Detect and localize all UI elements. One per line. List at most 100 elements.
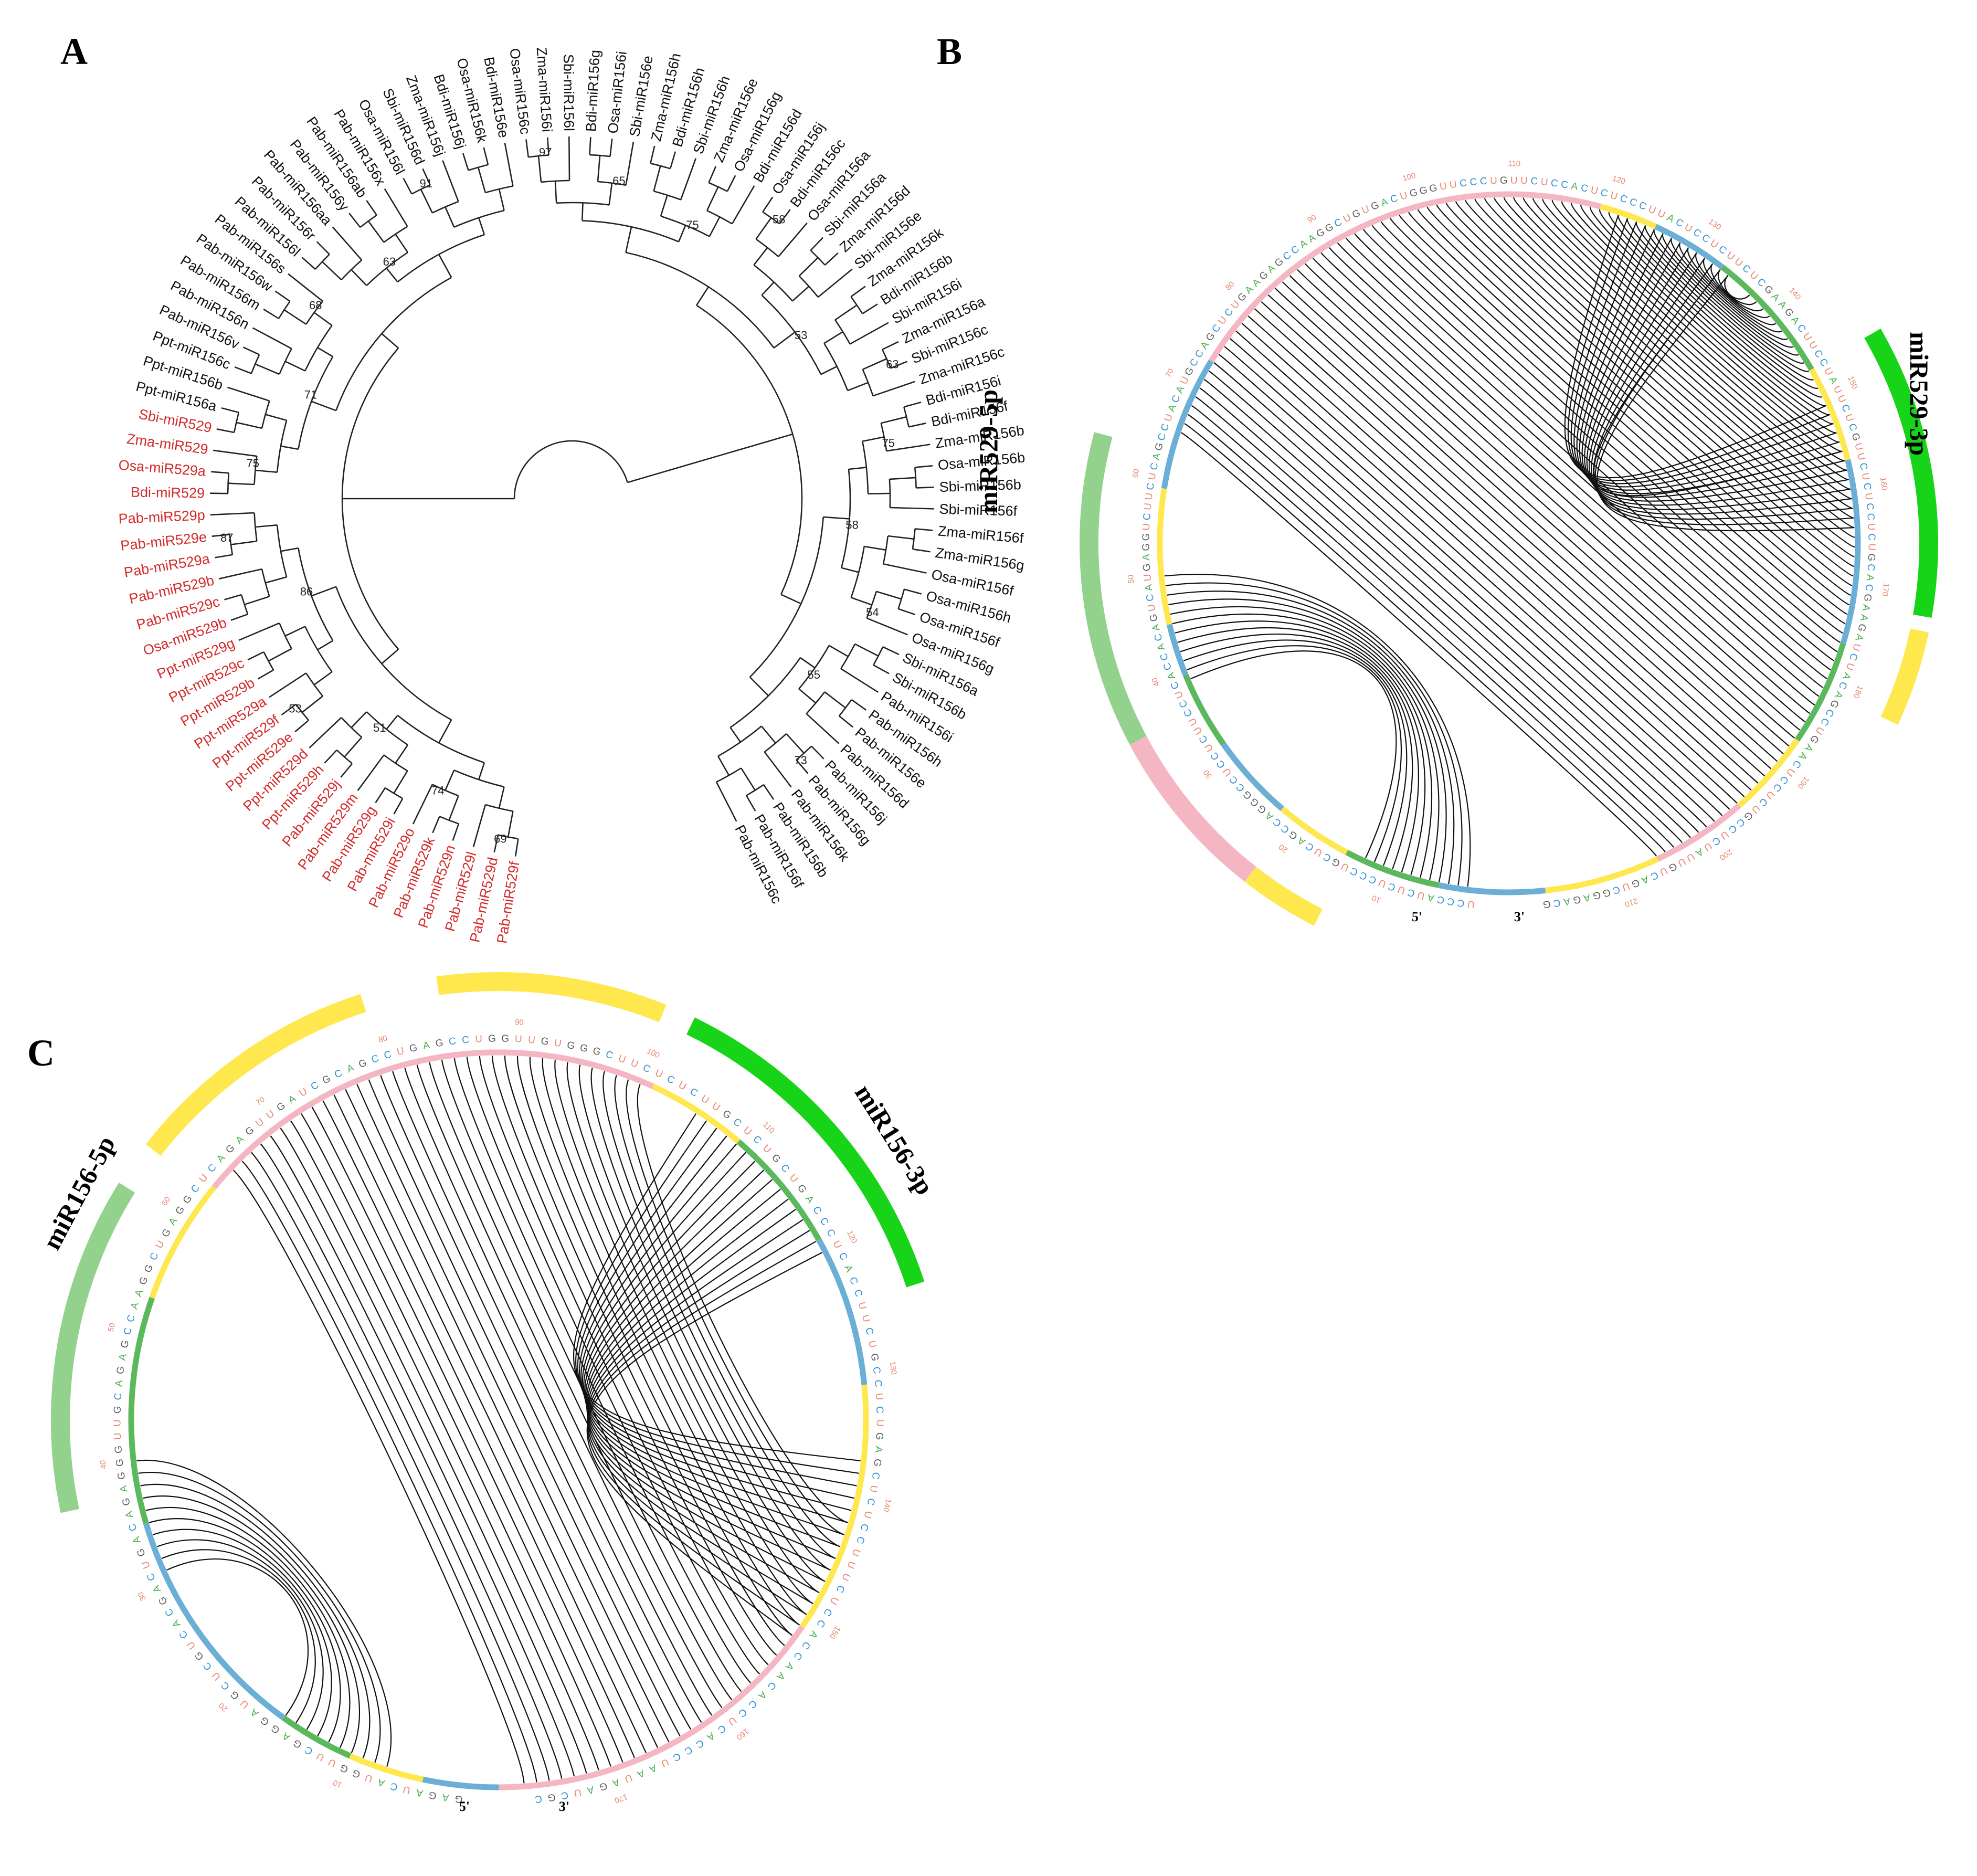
tree-branch <box>507 811 514 837</box>
sequence-base: G <box>1429 182 1439 195</box>
sequence-base: U <box>1173 689 1186 700</box>
tree-branch <box>216 428 235 434</box>
phylogenetic-tree: Pab-miR529fPab-miR529dPab-miR529lPab-miR… <box>118 47 1026 944</box>
tree-branch <box>528 154 549 158</box>
mir156-circular-structure: GAGAUCAUGGUUCGAGGAUGCUCGUCACGACUGACAGAGG… <box>37 972 940 1814</box>
tree-branch <box>762 211 780 225</box>
pairing-chord <box>1203 379 1707 828</box>
pairing-chord <box>1187 414 1674 848</box>
sequence-base: U <box>856 1301 869 1311</box>
sequence-base: U <box>1146 603 1158 612</box>
sequence-base: C <box>1406 887 1416 899</box>
tree-branch <box>485 185 513 194</box>
sequence-base: C <box>818 1216 831 1228</box>
sequence-base: U <box>1701 840 1714 853</box>
sequence-base: U <box>112 1419 123 1427</box>
backbone-segment <box>282 1715 352 1759</box>
sequence-base: C <box>1153 633 1165 642</box>
tree-branch <box>708 182 728 192</box>
pairing-chord <box>1626 218 1819 389</box>
sequence-base: C <box>1857 462 1869 471</box>
bootstrap-values: 69 74 51 53 86 87 75 71 68 63 91 97 65 75 58 53 63 75 58 54… <box>220 145 899 845</box>
sequence-base: A <box>215 1152 227 1165</box>
tree-branch <box>810 237 824 251</box>
mir156-pairing-chords <box>136 1056 861 1784</box>
mir529-3p-label: miR529-3p <box>1905 332 1934 456</box>
backbone-segment <box>1720 265 1814 371</box>
tree-branch <box>854 643 879 657</box>
tree-branch <box>403 177 413 195</box>
sequence-base: C <box>1321 851 1333 864</box>
sequence-base: A <box>1582 891 1591 903</box>
sequence-base: C <box>746 1698 759 1711</box>
sequence-base: C <box>694 1737 706 1750</box>
tree-branch <box>798 645 830 690</box>
tree-branch <box>385 787 403 799</box>
tree-branch <box>230 613 248 621</box>
tree-branch <box>221 407 239 414</box>
sequence-base: G <box>339 1762 350 1775</box>
pairing-chord <box>1172 613 1432 878</box>
tree-branch <box>411 184 431 195</box>
sequence-base: G <box>501 1033 509 1044</box>
tree-leaf-label: Osa-miR156i <box>605 50 629 134</box>
pairing-chord <box>1168 598 1447 882</box>
tree-branch <box>817 268 853 298</box>
sequence-base: U <box>1416 889 1425 902</box>
tree-branch <box>823 343 849 391</box>
pairing-chord <box>566 1062 820 1594</box>
pairing-chord <box>586 1252 822 1636</box>
sequence-base: G <box>1592 889 1602 901</box>
tree-branch <box>238 622 280 641</box>
position-tick: 50 <box>1126 574 1136 584</box>
tree-branch <box>229 534 234 555</box>
sequence-base: A <box>873 1446 884 1453</box>
tree-branch <box>890 507 934 510</box>
pairing-chord <box>578 1065 826 1582</box>
sequence-base: C <box>113 1393 124 1400</box>
position-tick: 50 <box>107 1322 117 1333</box>
backbone-segment <box>1656 803 1741 862</box>
sequence-base: C <box>1836 680 1849 691</box>
pairing-chord <box>529 1057 800 1626</box>
sequence-base: U <box>396 1046 406 1058</box>
tree-branch <box>366 711 408 746</box>
sequence-base: A <box>807 1629 820 1641</box>
tree-branch <box>236 421 262 429</box>
sequence-base: G <box>1183 365 1196 377</box>
sequence-base: U <box>653 1068 664 1081</box>
mir529-three-prime-end: 3' <box>1514 909 1525 924</box>
tree-branch <box>915 465 933 468</box>
tree-branch <box>862 441 869 494</box>
pairing-chord <box>1297 269 1805 723</box>
tree-branch <box>301 695 323 713</box>
sequence-base: A <box>248 1706 260 1719</box>
sequence-base: U <box>844 1559 858 1571</box>
bootstrap-value: 75 <box>882 436 894 449</box>
backbone-segment <box>1437 882 1546 895</box>
sequence-base: G <box>1866 553 1877 562</box>
pairing-chord <box>145 1506 351 1748</box>
tree-branch <box>381 648 399 665</box>
sequence-base: U <box>1822 366 1835 377</box>
sequence-base: A <box>1150 452 1162 461</box>
pairing-chord <box>1542 198 1847 471</box>
sequence-base: A <box>774 1670 787 1682</box>
pairing-chord <box>1597 275 1855 532</box>
sequence-base: C <box>309 1079 321 1092</box>
tree-branch <box>850 296 863 314</box>
sequence-base: C <box>874 1406 885 1414</box>
tree-branch <box>889 477 916 480</box>
sequence-base: C <box>389 1780 399 1793</box>
tree-branch <box>873 381 915 397</box>
sequence-base: U <box>787 1172 800 1185</box>
tree-branch <box>883 563 927 574</box>
pairing-chord <box>138 1472 381 1763</box>
tree-branch <box>477 167 487 193</box>
tree-branch <box>317 640 333 651</box>
tree-branch <box>255 363 280 375</box>
sequence-base: C <box>1818 716 1831 728</box>
sequence-base: A <box>1665 212 1676 225</box>
sequence-base: A <box>422 1040 431 1052</box>
sequence-base: G <box>142 1263 155 1274</box>
